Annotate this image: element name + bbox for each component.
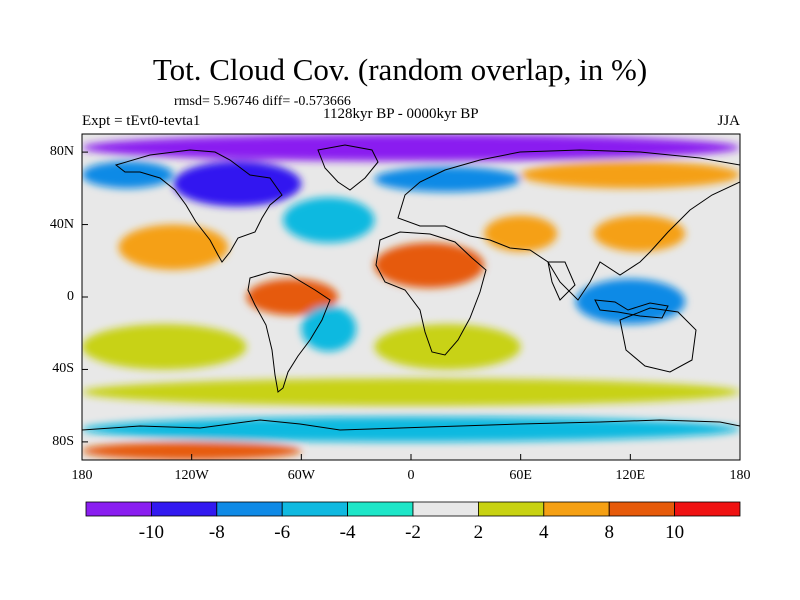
lon-tick-label: 120W [174,468,209,483]
lat-tick-label: 0 [67,289,74,304]
colorbar-label: 8 [604,522,614,543]
coastline-antarctica [82,419,740,431]
experiment-label: Expt = tEvt0-tevta1 [82,113,201,129]
colorbar-label: 10 [665,522,685,543]
colorbar-label: -4 [339,522,356,543]
colorbar-swatch [477,501,545,517]
lat-tick-label: 80S [52,433,74,449]
colorbar-swatch [674,501,741,517]
colorbar-label: 4 [539,522,549,543]
period-label: 1128kyr BP - 0000kyr BP [323,106,479,122]
colorbar-swatch [216,501,283,517]
colorbar-swatch [543,501,610,517]
lon-tick-label: 120E [615,468,646,483]
lat-tick-label: 40N [49,216,74,232]
lon-tick-label: 0 [407,468,415,483]
anomaly-region-2 [82,161,174,189]
anomaly-region-15 [82,378,740,406]
coastline-south-america [247,271,331,393]
colorbar-swatch [412,501,479,517]
colorbar-swatch [281,501,349,517]
anomaly-region-9 [593,215,686,252]
anomaly-field [82,134,740,460]
anomaly-region-4 [520,161,740,189]
colorbar-swatch [150,501,218,517]
lat-tick-label: 80N [49,144,74,160]
coastline-indonesia [594,299,669,319]
coastline-north-america [114,149,283,263]
anomaly-region-10 [246,278,338,316]
colorbar-label: -6 [274,522,291,543]
coastline-greenland [317,144,379,191]
coastline-eurasia [397,149,740,301]
anomaly-region-17 [82,441,302,460]
coastline-australia [619,307,697,373]
colorbar-swatch [347,501,414,517]
anomaly-region-6 [283,197,375,243]
anomaly-region-7 [374,242,485,288]
colorbar-label: -10 [138,522,165,543]
lon-tick-label: 60E [509,468,532,483]
lat-tick-label: 40S [52,361,74,377]
anomaly-region-11 [301,306,357,352]
anomaly-region-13 [82,324,247,370]
axis-tick-marks [81,151,741,460]
colorbar-label: -2 [405,522,421,543]
colorbar [85,501,741,517]
coastlines [82,144,740,431]
colorbar-swatch [608,501,676,517]
anomaly-region-3 [374,166,521,192]
colorbar-label: -8 [208,522,225,543]
anomaly-region-14 [374,324,521,370]
anomaly-region-5 [118,224,229,270]
season-label: JJA [717,113,740,129]
anomaly-region-12 [575,278,686,325]
lon-tick-label: 180 [71,468,93,483]
lon-tick-label: 180 [729,468,751,483]
coastline-india [547,261,576,301]
anomaly-region-0 [82,134,740,162]
lon-tick-label: 60W [287,468,315,483]
anomaly-region-1 [173,161,302,207]
colorbar-swatch [85,501,152,517]
anomaly-region-8 [484,215,558,252]
coastline-africa [375,231,487,356]
colorbar-label: 2 [473,522,484,543]
map-title: Tot. Cloud Cov. (random overlap, in %) [152,52,648,87]
stats-label: rmsd= 5.96746 diff= -0.573666 [174,94,351,109]
